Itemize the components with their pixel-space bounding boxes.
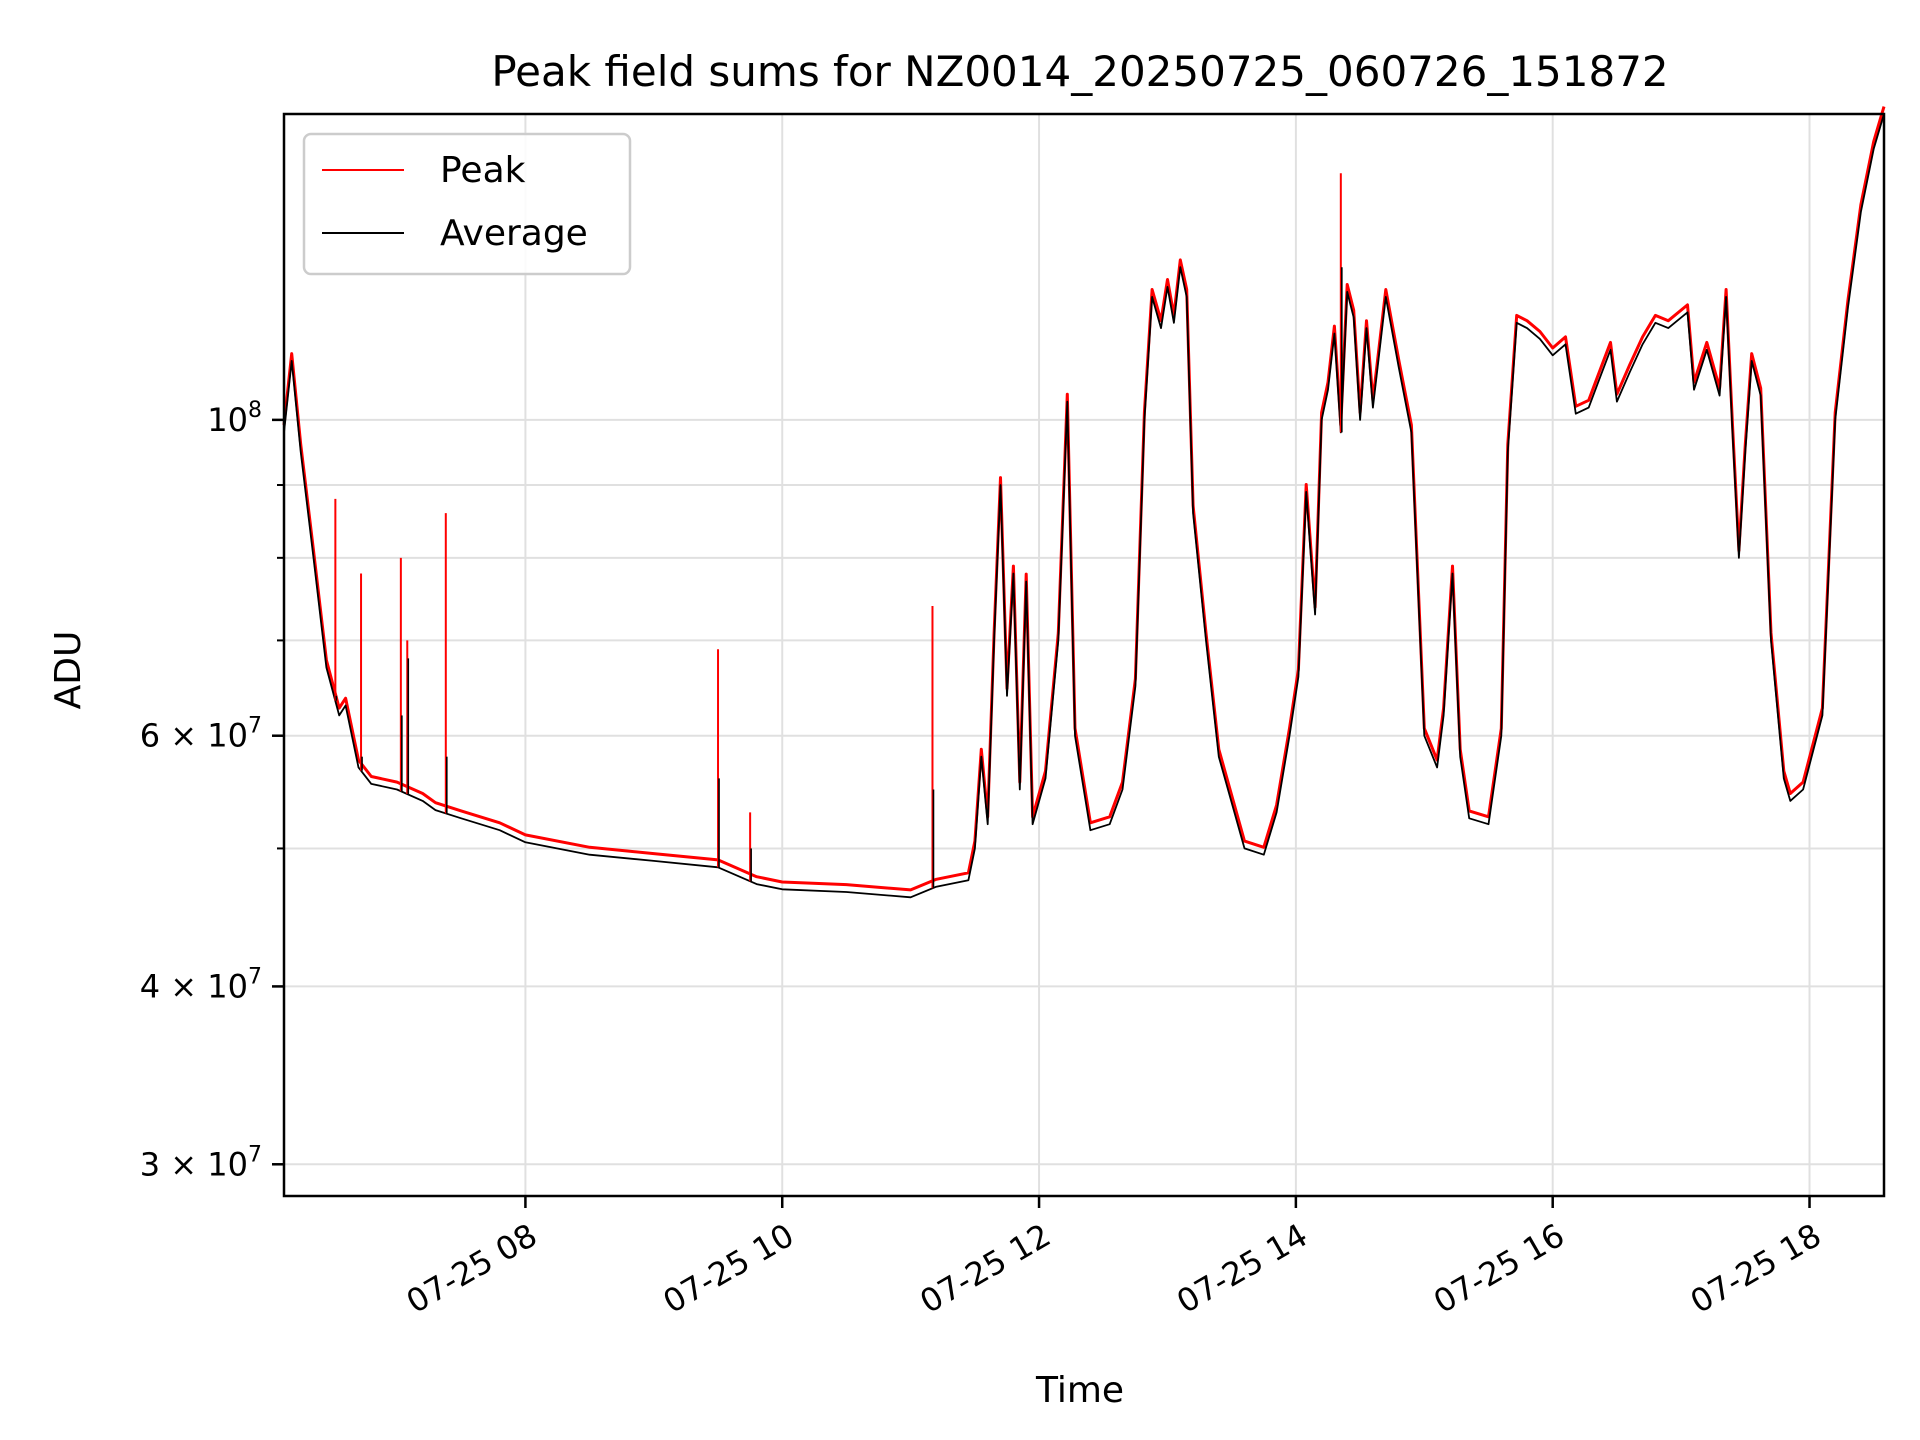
y-tick-label: 3 × 107: [140, 1142, 262, 1183]
x-axis-label: Time: [1035, 1370, 1124, 1411]
legend-label-peak: Peak: [440, 150, 526, 191]
y-tick-label: 6 × 107: [140, 714, 262, 755]
x-tick-label: 07-25 18: [1684, 1216, 1828, 1321]
plot-frame: [282, 112, 1886, 1198]
series-line-average: [283, 113, 1885, 899]
x-tick-layer: 07-25 08 07-25 10 07-25 12 07-25 14 07-25 16…: [400, 1196, 1828, 1321]
x-tick-label: 07-25 08: [400, 1216, 544, 1321]
legend-label-average: Average: [440, 213, 588, 254]
grid-layer: [284, 114, 1884, 1196]
y-tick-layer: 3 × 107 4 × 107 6 × 107 108: [140, 398, 284, 1183]
legend: Peak Average: [302, 132, 632, 276]
x-tick-label: 07-25 12: [913, 1216, 1057, 1321]
spike-layer: [334, 173, 1343, 889]
y-tick-label: 4 × 107: [140, 964, 262, 1005]
x-tick-label: 07-25 14: [1170, 1216, 1314, 1321]
x-tick-label: 07-25 10: [657, 1216, 801, 1321]
x-tick-label: 07-25 16: [1427, 1216, 1571, 1321]
y-tick-label: 108: [207, 398, 262, 439]
line-layer: [282, 106, 1886, 899]
chart-title: Peak field sums for NZ0014_20250725_0607…: [491, 47, 1668, 96]
y-axis-label: ADU: [48, 631, 89, 710]
